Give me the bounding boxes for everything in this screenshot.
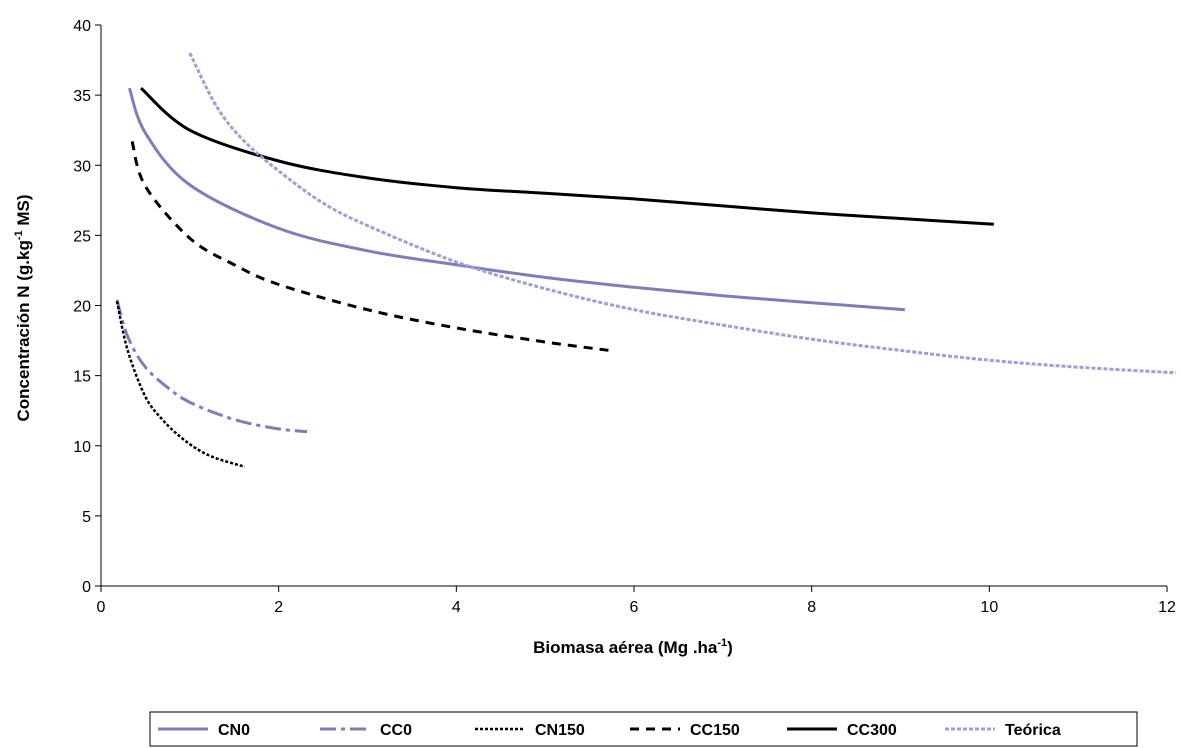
x-axis-title-end: ): [727, 638, 733, 657]
series-line-cc150: [130, 140, 610, 352]
y-axis-title-sup: -1: [13, 230, 25, 240]
x-tick-label: 0: [97, 599, 106, 616]
x-tick-label: 6: [630, 599, 639, 616]
x-tick-label: 4: [452, 599, 461, 616]
series-line-cn150: [115, 301, 246, 468]
legend-label: CN150: [535, 722, 585, 739]
y-axis-title: Concentración N (g.kg-1 MS): [13, 194, 33, 421]
y-tick-label: 25: [73, 228, 91, 245]
x-axis-title: Biomasa aérea (Mg .ha-1): [533, 637, 733, 657]
legend: CN0 CC0 CN150 CC150 CC300 Teórica: [149, 711, 1138, 747]
y-tick-label: 10: [73, 439, 91, 456]
x-axis-title-sup: -1: [717, 637, 727, 649]
legend-label: CN0: [218, 722, 250, 739]
x-tick-label: 2: [274, 599, 283, 616]
y-tick-label: 15: [73, 369, 91, 386]
x-tick-label: 10: [980, 599, 998, 616]
legend-label: CC150: [690, 722, 740, 739]
y-tick-label: 0: [82, 579, 91, 596]
y-tick-label: 35: [73, 88, 91, 105]
legend-label: CC300: [847, 722, 897, 739]
axes: 0 5 10 15 20 25 30 35 40 0 2 4 6 8 10 12: [73, 18, 1176, 616]
legend-label: Teórica: [1005, 722, 1061, 739]
y-tick-label: 20: [73, 299, 91, 316]
y-axis-title-end: MS): [14, 194, 33, 230]
series-line-cc0: [115, 299, 308, 434]
series-line-cc300: [139, 86, 994, 226]
x-tick-label: 12: [1158, 599, 1176, 616]
legend-label: CC0: [380, 722, 412, 739]
y-tick-label: 5: [82, 509, 91, 526]
x-tick-label: 8: [807, 599, 816, 616]
series-layer: [115, 52, 1176, 468]
y-tick-label: 30: [73, 158, 91, 175]
series-line-terica: [188, 52, 1176, 375]
y-tick-label: 40: [73, 18, 91, 35]
series-line-cn0: [127, 87, 906, 312]
